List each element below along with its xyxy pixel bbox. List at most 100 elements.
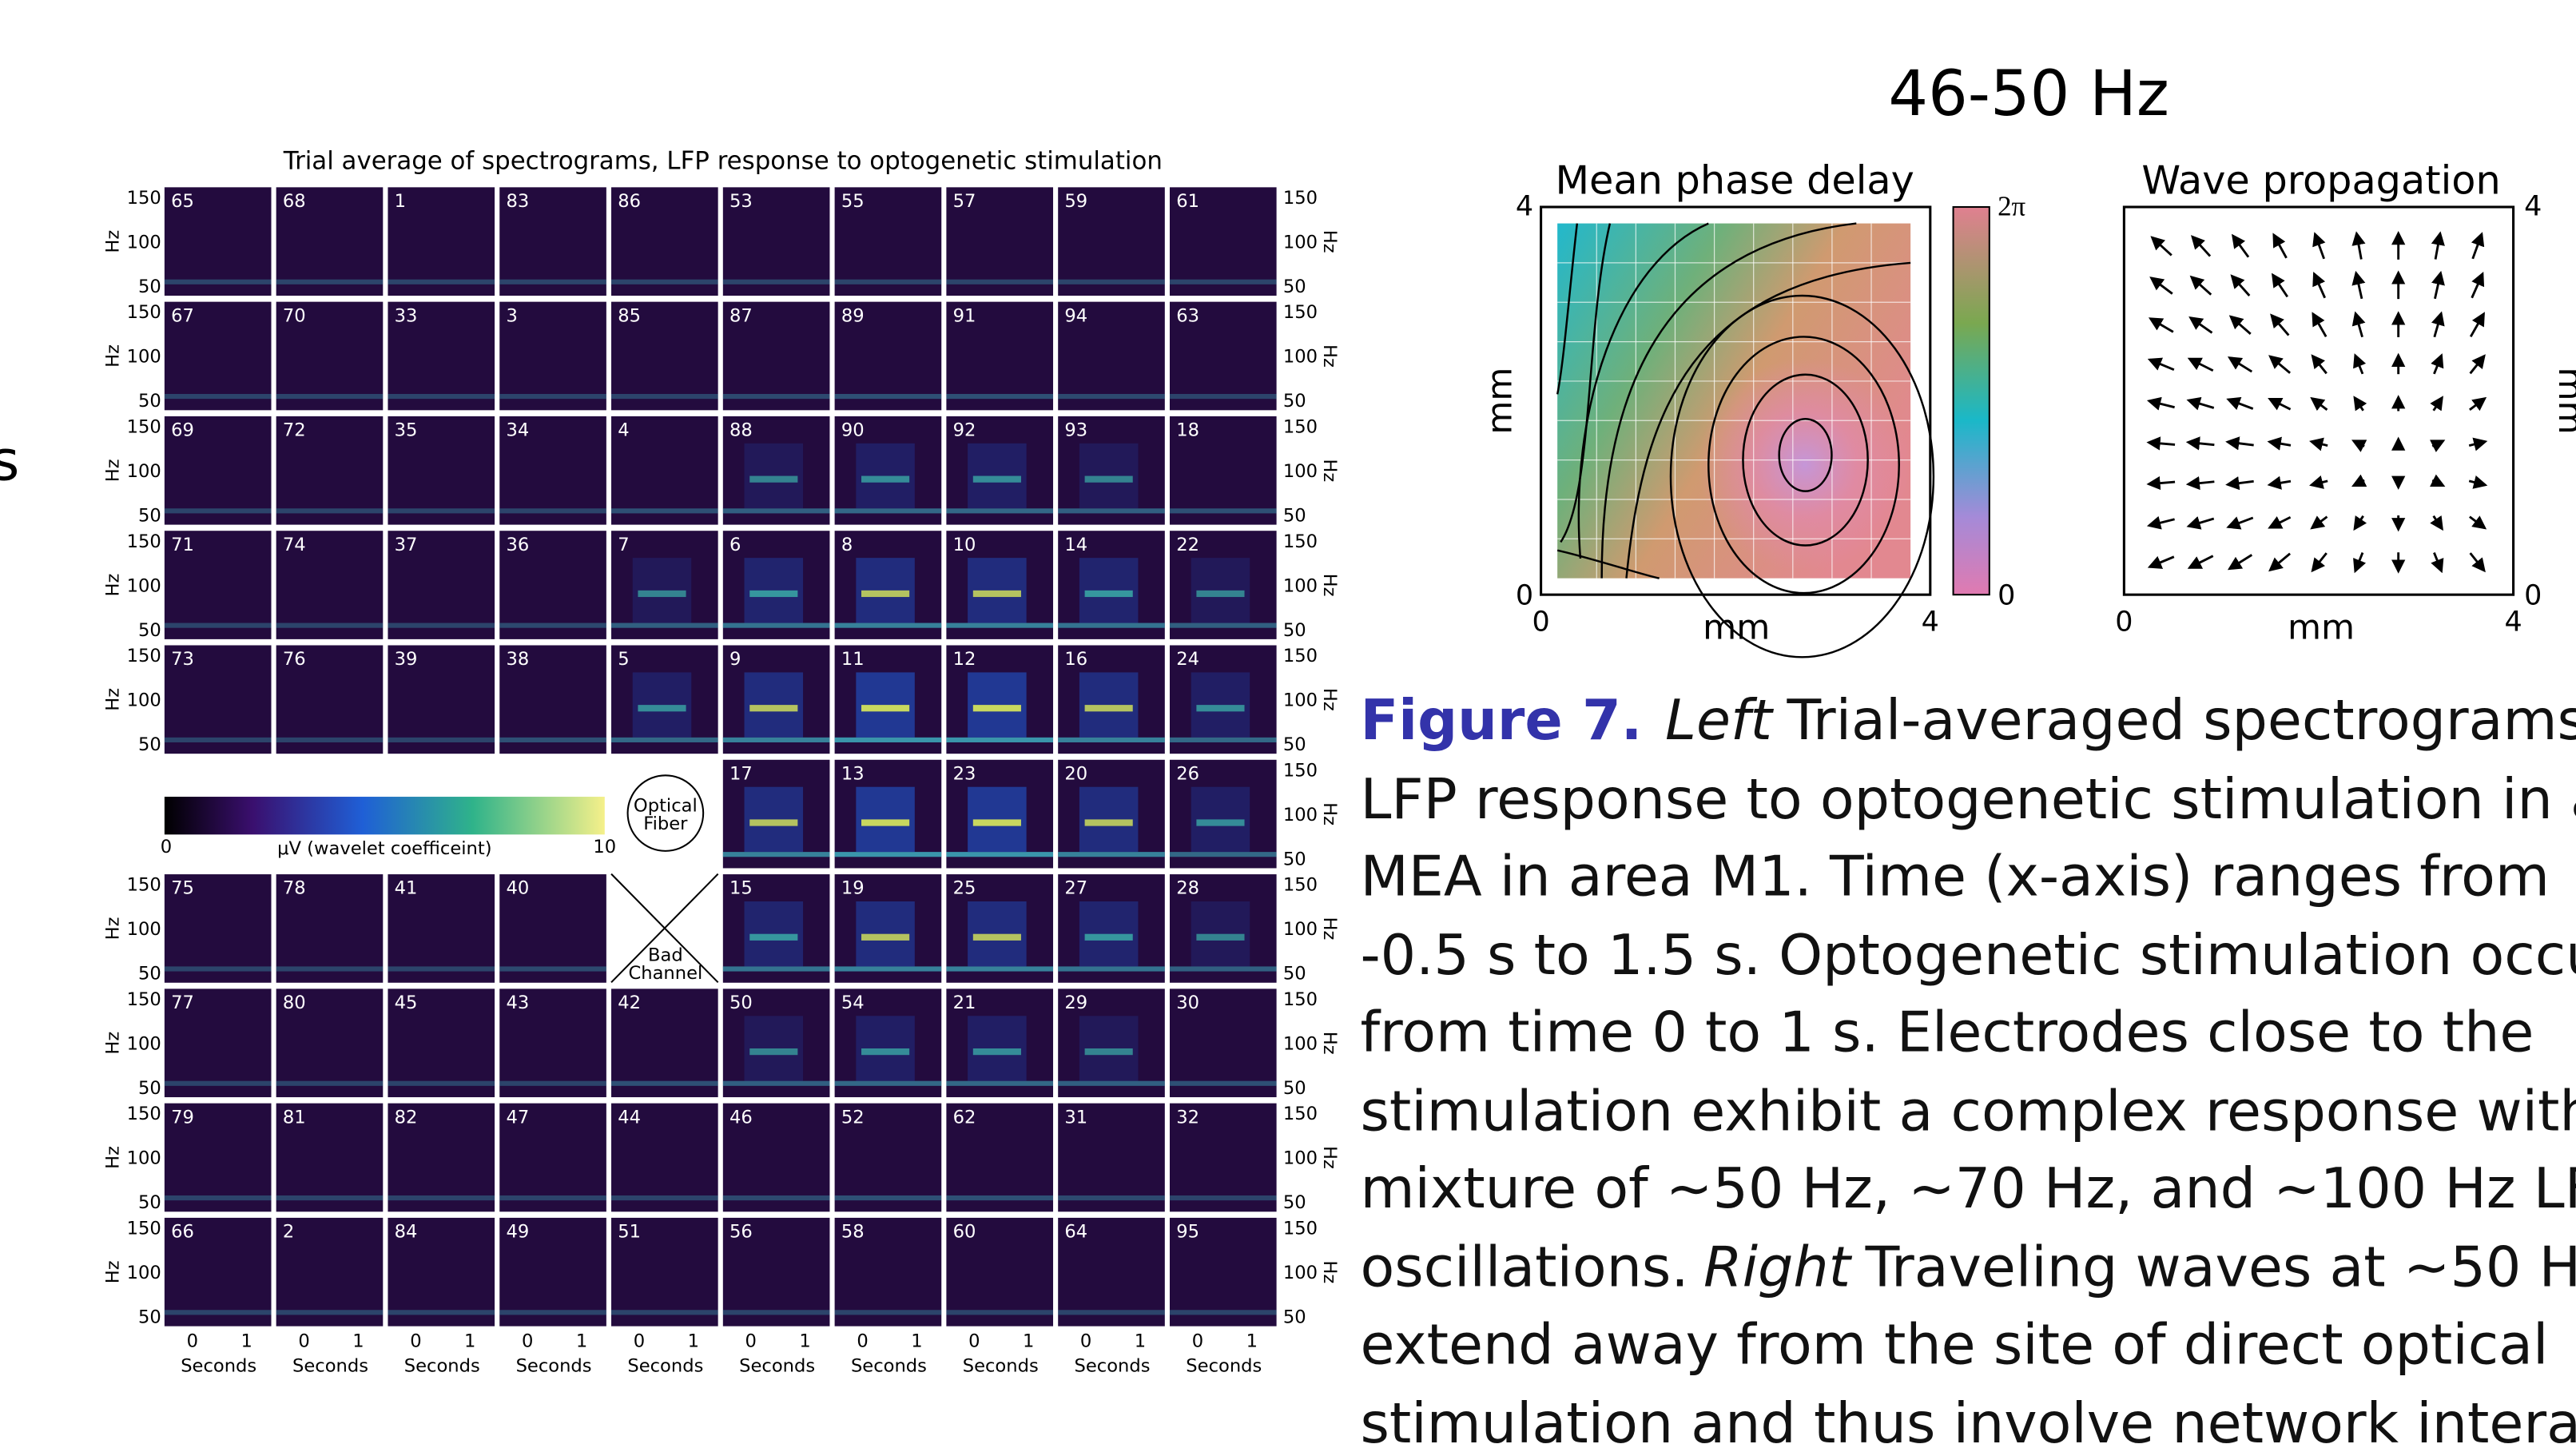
- y-tick-label: 100: [1283, 1033, 1318, 1054]
- band-50: [276, 508, 384, 513]
- band-100: [1085, 476, 1133, 483]
- channel-number: 42: [618, 993, 641, 1013]
- bad-label: Channel: [628, 963, 702, 984]
- band-100: [973, 1048, 1021, 1055]
- channel-number: 29: [1064, 993, 1087, 1013]
- x-tick-label: 1: [464, 1331, 475, 1352]
- band-50: [835, 1081, 942, 1086]
- channel-number: 33: [395, 305, 418, 326]
- y-tick-label: 150: [1283, 188, 1318, 209]
- channel-number: 61: [1176, 191, 1199, 212]
- colorbar-min: 0: [161, 837, 172, 857]
- band-50: [946, 1195, 1053, 1200]
- band-50: [165, 1081, 272, 1086]
- y-tick-label: 100: [127, 690, 161, 711]
- channel-number: 23: [953, 763, 976, 784]
- channel-number: 81: [283, 1107, 306, 1128]
- caption-text: MEA in area M1. Time (x-axis) ranges fro…: [1360, 844, 2549, 909]
- left-title: Trial average of spectrograms, LFP respo…: [283, 147, 1163, 176]
- x-tick-label: 0: [1192, 1331, 1203, 1352]
- y-tick-label: 150: [127, 302, 161, 323]
- phase-title: Mean phase delay: [1555, 157, 1914, 204]
- channel-number: 80: [283, 993, 306, 1013]
- channel-number: 13: [841, 763, 865, 784]
- caption-text: LFP response to optogenetic stimulation …: [1360, 767, 2576, 832]
- channel-number: 62: [953, 1107, 976, 1128]
- channel-number: 83: [506, 191, 529, 212]
- band-50: [835, 394, 942, 399]
- x-tick-label: 1: [576, 1331, 587, 1352]
- y-label: Hz: [102, 1260, 123, 1283]
- x-label: Seconds: [627, 1356, 703, 1377]
- page: {"left_fragment":"s", "spectrograms":{"t…: [0, 0, 2576, 1444]
- x-tick-label: 0: [634, 1331, 645, 1352]
- y-tick-label: 50: [1283, 505, 1306, 526]
- y-tick-label: 50: [138, 734, 161, 755]
- x-label: Seconds: [963, 1356, 1039, 1377]
- band-50: [1170, 394, 1277, 399]
- y-tick-label: 4: [1516, 190, 1533, 222]
- band-50: [388, 280, 495, 284]
- band-50: [165, 394, 272, 399]
- channel-number: 53: [729, 191, 753, 212]
- channel-number: 75: [171, 878, 194, 899]
- channel-number: 63: [1176, 305, 1199, 326]
- band-100: [749, 591, 797, 597]
- band-100: [1196, 705, 1244, 711]
- y-tick-label: 100: [1283, 919, 1318, 940]
- channel-number: 92: [953, 420, 976, 441]
- channel-number: 28: [1176, 878, 1199, 899]
- channel-number: 95: [1176, 1222, 1199, 1243]
- band-100: [1085, 705, 1133, 711]
- y-tick-label: 150: [127, 646, 161, 666]
- channel-number: 38: [506, 649, 529, 670]
- caption-text: Left: [1665, 688, 1775, 753]
- channel-number: 26: [1176, 763, 1199, 784]
- y-tick-label: 150: [1283, 1218, 1318, 1239]
- band-50: [723, 1195, 830, 1200]
- x-tick-label: 1: [911, 1331, 922, 1352]
- channel-number: 90: [841, 420, 865, 441]
- response: [968, 444, 1026, 508]
- y-tick-label: 50: [1283, 964, 1306, 985]
- channel-number: 37: [395, 535, 418, 555]
- channel-number: 24: [1176, 649, 1199, 670]
- y-tick-label: 100: [127, 919, 161, 940]
- channel-number: 1: [395, 191, 406, 212]
- channel-number: 54: [841, 993, 865, 1013]
- channel-number: 46: [729, 1107, 753, 1128]
- x-label: Seconds: [739, 1356, 815, 1377]
- channel-number: 94: [1064, 305, 1087, 326]
- band-50: [723, 738, 830, 742]
- channel-number: 64: [1064, 1222, 1087, 1243]
- y-tick-label: 150: [1283, 416, 1318, 437]
- y-tick-label: 100: [127, 232, 161, 253]
- channel-number: 77: [171, 993, 194, 1013]
- x-tick-label: 4: [2504, 606, 2522, 638]
- y-tick-label: 50: [138, 391, 161, 412]
- x-tick-label: 0: [187, 1331, 198, 1352]
- band-50: [1170, 508, 1277, 513]
- band-50: [835, 852, 942, 857]
- y-tick-label: 100: [1283, 805, 1318, 825]
- channel-number: 89: [841, 305, 865, 326]
- y-label: Hz: [1319, 688, 1340, 711]
- channel-number: 22: [1176, 535, 1199, 555]
- channel-number: 30: [1176, 993, 1199, 1013]
- x-label: Seconds: [516, 1356, 592, 1377]
- band-50: [723, 1310, 830, 1315]
- channel-number: 34: [506, 420, 529, 441]
- channel-number: 69: [171, 420, 194, 441]
- y-tick-label: 100: [1283, 461, 1318, 482]
- band-100: [1085, 934, 1133, 941]
- y-tick-label: 0: [2524, 580, 2542, 612]
- y-tick-label: 50: [138, 1078, 161, 1099]
- channel-number: 88: [729, 420, 753, 441]
- y-tick-label: 50: [1283, 1078, 1306, 1099]
- channel-number: 60: [953, 1222, 976, 1243]
- channel-number: 58: [841, 1222, 865, 1243]
- channel-number: 68: [283, 191, 306, 212]
- fiber-label: Fiber: [643, 813, 688, 834]
- y-label: Hz: [1319, 230, 1340, 253]
- channel-number: 25: [953, 878, 976, 899]
